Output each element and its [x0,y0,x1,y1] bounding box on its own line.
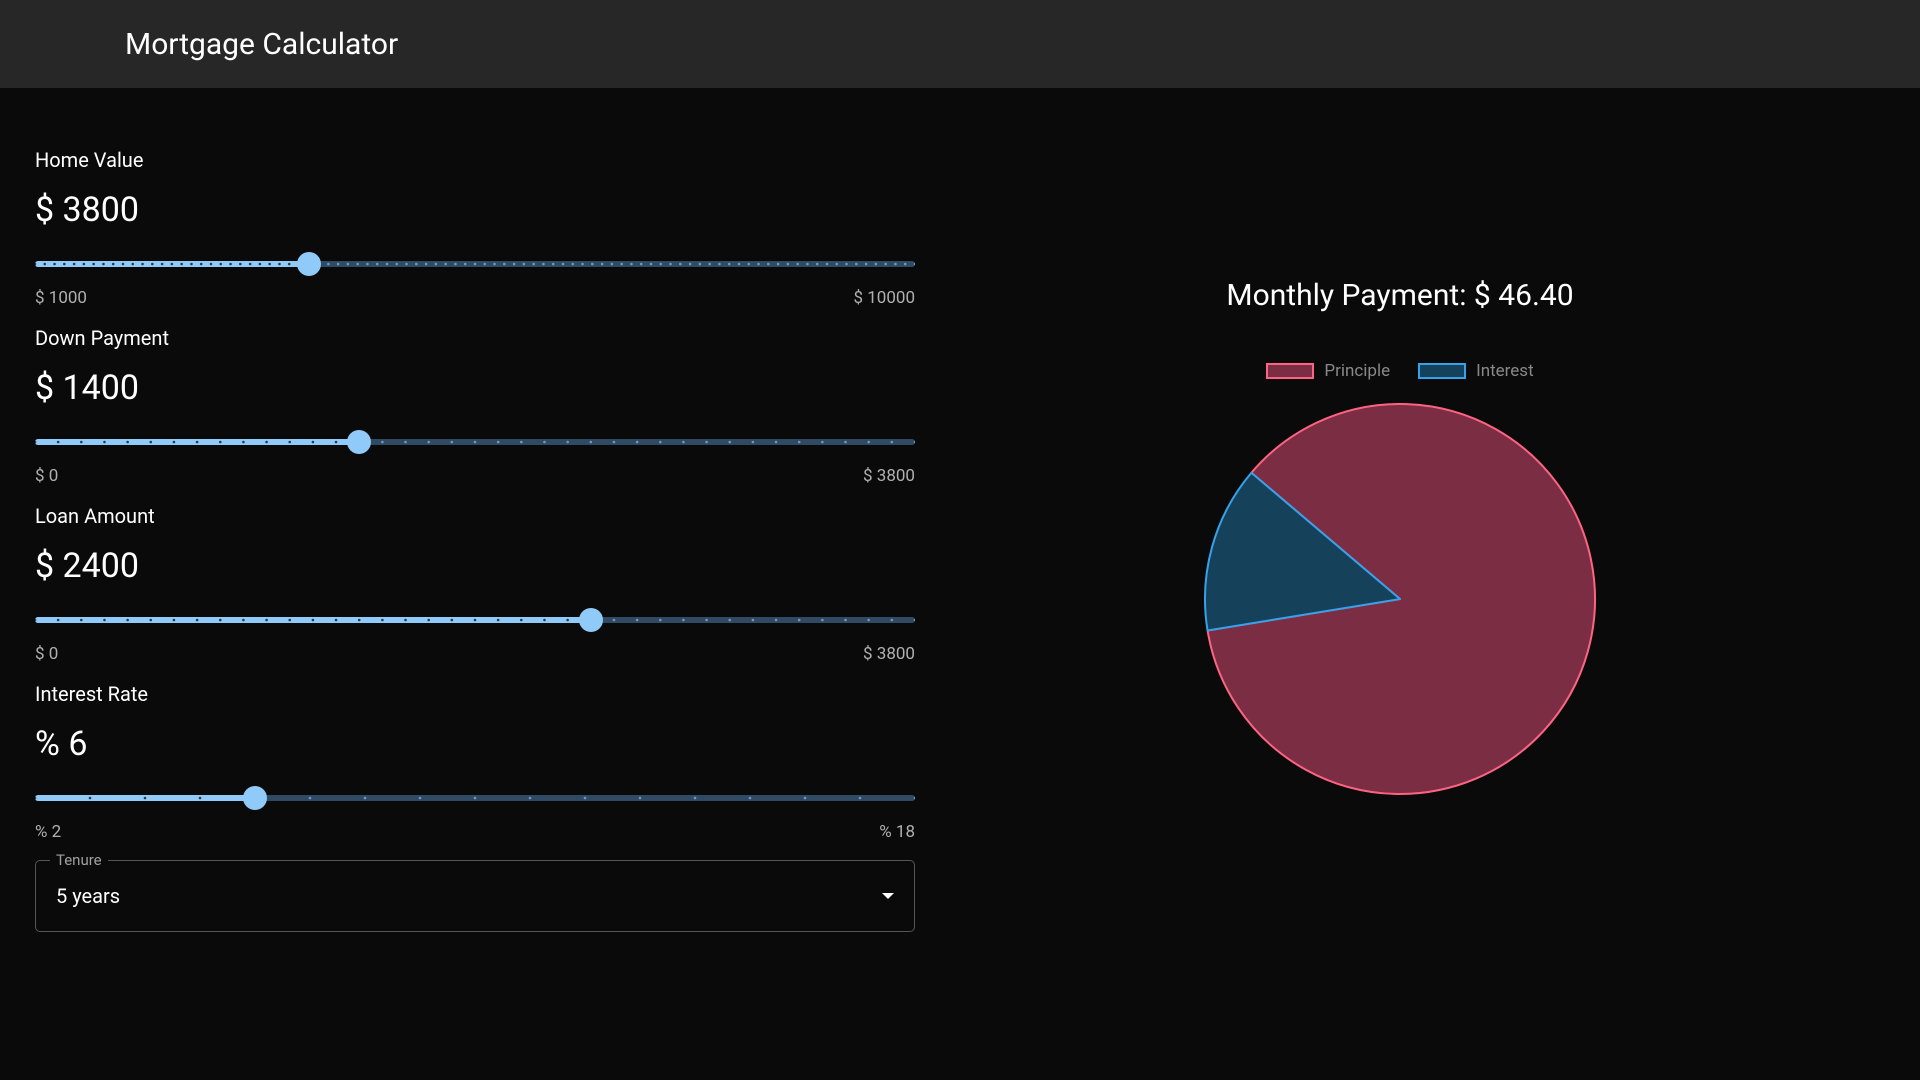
home-value-field: Home Value $ 3800 $ 1000 $ 10000 [35,148,915,308]
loan-amount-display: $ 2400 [35,546,915,586]
interest-rate-field: Interest Rate % 6 % 2 % 18 [35,682,915,842]
interest-rate-bounds: % 2 % 18 [35,822,915,842]
legend-label: Principle [1324,361,1390,381]
chart-legend: Principle Interest [1266,361,1533,381]
interest-rate-display: % 6 [35,724,915,764]
tenure-label: Tenure [50,851,108,869]
tenure-select[interactable]: Tenure 5 years [35,860,915,932]
slider-thumb[interactable] [579,608,603,632]
result-panel: Monthly Payment: $ 46.40 Principle Intere… [915,148,1885,932]
home-value-bounds: $ 1000 $ 10000 [35,288,915,308]
legend-swatch [1418,363,1466,379]
tenure-value: 5 years [56,884,882,908]
down-payment-display: $ 1400 [35,368,915,408]
down-payment-slider[interactable] [35,430,915,454]
slider-thumb[interactable] [243,786,267,810]
loan-amount-field: Loan Amount $ 2400 $ 0 $ 3800 [35,504,915,664]
down-payment-bounds: $ 0 $ 3800 [35,466,915,486]
main-content: Home Value $ 3800 $ 1000 $ 10000 Down Pa… [0,88,1920,932]
app-header: Mortgage Calculator [0,0,1920,88]
chevron-down-icon [882,893,894,899]
slider-thumb[interactable] [297,252,321,276]
home-value-label: Home Value [35,148,915,172]
down-payment-field: Down Payment $ 1400 $ 0 $ 3800 [35,326,915,486]
down-payment-label: Down Payment [35,326,915,350]
controls-panel: Home Value $ 3800 $ 1000 $ 10000 Down Pa… [35,148,915,932]
loan-amount-label: Loan Amount [35,504,915,528]
slider-thumb[interactable] [347,430,371,454]
monthly-payment-title: Monthly Payment: $ 46.40 [1226,278,1573,313]
legend-item[interactable]: Interest [1418,361,1534,381]
home-value-slider[interactable] [35,252,915,276]
legend-item[interactable]: Principle [1266,361,1390,381]
legend-label: Interest [1476,361,1534,381]
legend-swatch [1266,363,1314,379]
page-title: Mortgage Calculator [125,27,398,62]
home-value-display: $ 3800 [35,190,915,230]
loan-amount-bounds: $ 0 $ 3800 [35,644,915,664]
payment-pie-chart [1200,399,1600,799]
interest-rate-label: Interest Rate [35,682,915,706]
interest-rate-slider[interactable] [35,786,915,810]
loan-amount-slider[interactable] [35,608,915,632]
